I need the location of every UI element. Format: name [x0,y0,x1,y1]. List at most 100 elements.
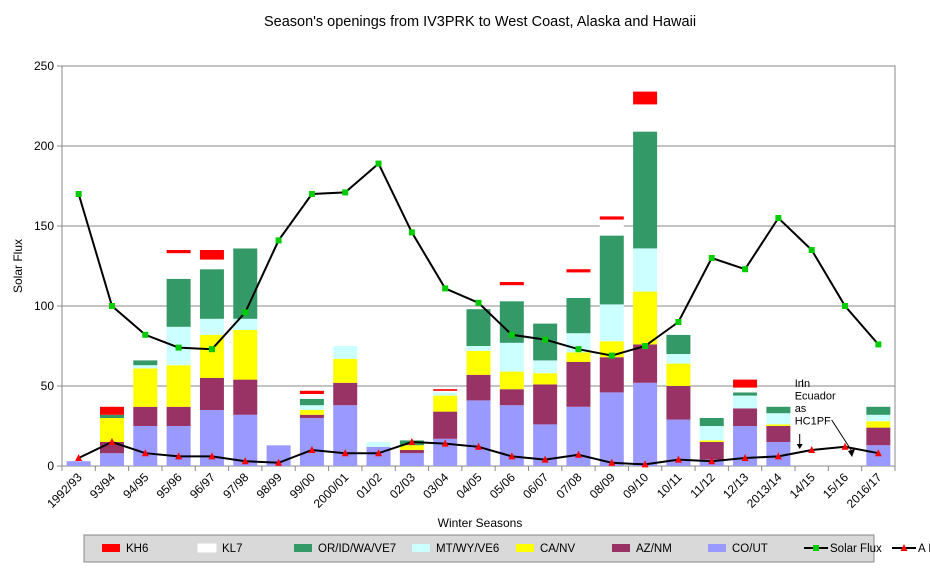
a-index-point [674,455,682,463]
a-index-point [441,439,449,447]
bar-segment-or-id-wa-ve7 [99,414,124,418]
x-tick-label: 2016/17 [844,470,885,511]
bar-segment-co-ut [333,405,358,466]
solar-flux-point [75,191,82,197]
x-tick-label: 03/04 [420,470,451,501]
bar-segment-ca-nv [299,410,324,415]
a-index-point [175,452,183,460]
annotation: In [801,378,810,390]
bar-segment-kl7 [233,227,258,249]
bar-segment-mt-wy-ve6 [699,426,724,441]
bar-segment-az-nm [299,414,324,418]
legend-marker [813,545,819,551]
a-index-point [75,454,83,461]
legend-marker [900,544,908,551]
bar-segment-ca-nv [433,395,458,412]
bar-segment-mt-wy-ve6 [666,354,691,364]
bar-segment-ca-nv [133,368,158,407]
y-tick-label: 50 [41,379,55,393]
legend-swatch [412,544,430,552]
bar-segment-ca-nv [166,365,191,407]
bar-segment-az-nm [866,427,891,446]
bar-segment-ca-nv [333,358,358,383]
bar-segment-mt-wy-ve6 [499,342,524,372]
a-index-point [708,457,716,465]
y-tick-labels: 0 50 100 150 200 250 [34,59,54,473]
y-axis-label: Solar Flux [11,239,25,293]
a-index-point [608,458,616,466]
bar-segment-co-ut [633,382,658,466]
x-tick-labels: 1992/93 93/94 94/95 95/96 96/97 97/98 98/99 99/… [44,470,884,511]
x-tick-label: 98/99 [254,470,285,501]
x-tick-label: 04/05 [453,470,484,501]
solar-flux-point [508,331,515,338]
bar-segment-kh6 [299,390,324,394]
bar-segment-kl7 [433,390,458,393]
bar-segment-kl7 [733,387,758,393]
bar-segment-or-id-wa-ve7 [699,418,724,426]
legend-item-a-index: A Index [892,543,930,555]
solar-flux-point [642,343,649,349]
legend: KH6 KL7 OR/ID/WA/VE7 MT/WY/VE6 CA/NV AZ/NM CO/… [102,543,930,555]
a-index-point [208,452,216,460]
bar-segment-ca-nv [199,334,224,378]
bar-segment-co-ut [399,453,424,466]
solar-flux-point [475,299,482,306]
bar-segment-ca-nv [399,445,424,450]
y-tick-label: 150 [34,219,54,233]
x-tick-label: 93/94 [87,470,118,501]
bar-segment-or-id-wa-ve7 [133,360,158,366]
bar-segment-az-nm [499,389,524,406]
x-tick-label: 15/16 [820,470,851,501]
legend-swatch [612,544,630,552]
bar-segment-kh6 [99,406,124,415]
bar-segment-az-nm [566,362,591,407]
bar-segment-ca-nv [566,352,591,362]
bar-segment-kl7 [633,104,658,132]
bar-segment-co-ut [666,419,691,466]
x-tick-label: 11/12 [687,470,718,501]
bar-segment-co-ut [533,424,558,466]
x-tick-label: 99/00 [287,470,318,501]
bar-segment-co-ut [299,418,324,466]
x-axis-label: Winter Seasons [438,516,523,530]
solar-flux-point [775,215,782,221]
bar-segment-ca-nv [666,363,691,386]
bar-segment-mt-wy-ve6 [599,304,624,342]
bar-segment-kh6 [733,379,758,388]
bar-segment-ca-nv [99,418,124,442]
bar-segment-kl7 [299,394,324,399]
solar-flux-point [242,309,249,316]
bar-segment-az-nm [766,426,791,442]
solar-flux-point [408,229,415,236]
solar-flux-point [675,319,682,325]
legend-item-kl7: KL7 [197,543,242,555]
bar-segment-co-ut [566,406,591,466]
legend-swatch [294,544,312,552]
bar-segment-or-id-wa-ve7 [466,309,491,346]
legend-item-or-id-wa-ve7: OR/ID/WA/VE7 [294,543,396,555]
bar-segment-co-ut [233,414,258,466]
bar-segment-az-nm [166,406,191,426]
a-index-point [574,450,582,458]
solar-flux-point [342,189,349,196]
legend-label: KL7 [222,543,242,555]
x-tick-label: 96/97 [187,470,218,501]
bar-segment-az-nm [399,450,424,454]
bar-segment-or-id-wa-ve7 [766,406,791,414]
legend-item-solar-flux: Solar Flux [804,543,882,555]
bar-segment-or-id-wa-ve7 [866,406,891,415]
a-index-point [841,442,849,450]
x-tick-label: 06/07 [520,470,551,501]
bar-segment-ca-nv [233,330,258,380]
bar-segment-mt-wy-ve6 [766,413,791,425]
a-index-point [874,449,882,457]
legend-swatch [197,543,217,553]
x-tick-label: 05/06 [487,470,518,501]
bar-segment-mt-wy-ve6 [633,248,658,292]
bar-segment-mt-wy-ve6 [333,346,358,359]
bar-segment-mt-wy-ve6 [199,318,224,335]
legend-item-kh6: KH6 [102,543,148,555]
legend-swatch [708,544,726,552]
